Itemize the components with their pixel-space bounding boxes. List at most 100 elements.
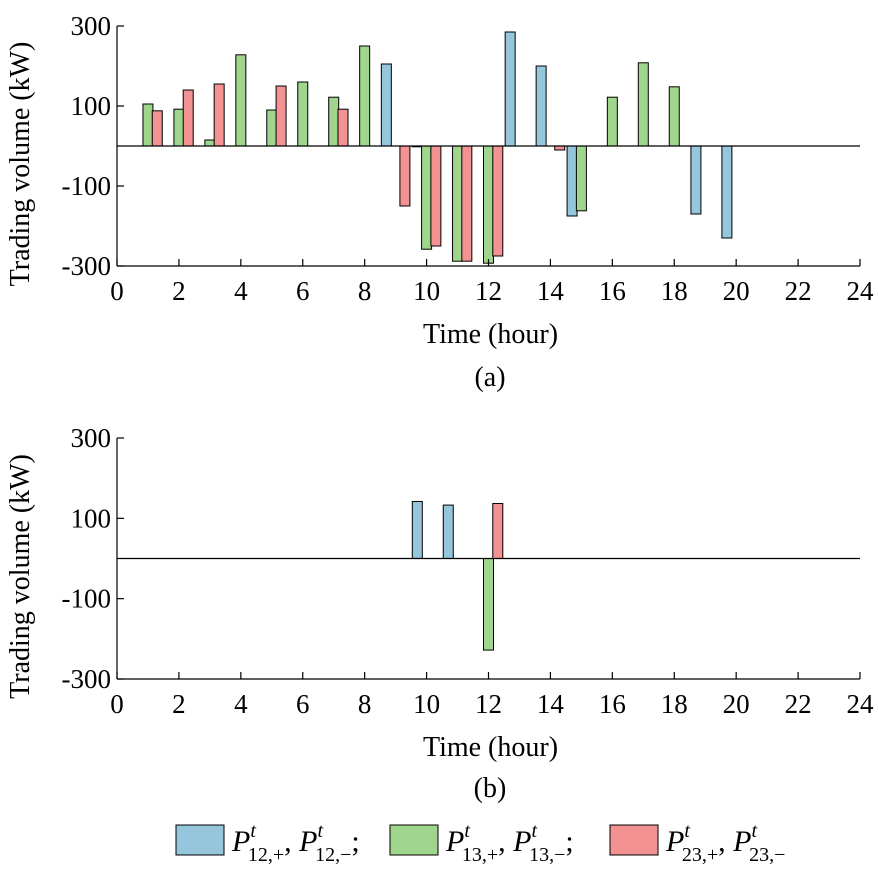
legend-label-sup2: t [532,820,538,842]
x-tick-label: 8 [358,276,372,306]
bar-s13-12 [606,96,618,147]
legend-label-tail: ; [351,825,359,858]
legend-label-sub1: 23,+ [682,844,718,866]
legend-label-sub2: 12,− [315,844,351,866]
bar-s13-5 [297,81,309,147]
legend-label-main1: P [231,825,250,858]
x-tick-label: 12 [475,276,502,306]
bar-s23-7 [461,145,473,262]
legend-label-main1: P [665,825,684,858]
bar-s23-0 [492,502,504,560]
legend-label-sub2: 13,− [529,844,565,866]
x-tick-label: 24 [847,276,875,306]
legend-label-sep: , [284,825,299,858]
bar-s13-8 [421,145,433,250]
y-tick-label: 100 [71,91,112,121]
legend-label: Pt 23,+, Pt 23,− [665,820,785,866]
x-tick-label: 18 [661,689,688,719]
y-tick-label: -100 [62,171,112,201]
x-tick-label: 0 [110,276,124,306]
legend-swatch [175,824,225,856]
y-axis-label: Trading volume (kW) [5,454,36,699]
bar-s23-1 [182,89,194,147]
x-tick-label: 2 [172,689,186,719]
x-tick-label: 10 [413,276,440,306]
bar-s23-9 [554,145,566,151]
x-axis-label: Time (hour) [423,732,558,763]
y-tick-label: 300 [71,11,112,41]
legend-item-s23: Pt 23,+, Pt 23,− [609,820,785,866]
bar-s13-14 [668,86,680,147]
bar-s13-0 [142,103,154,147]
x-tick-label: 12 [475,689,502,719]
bar-s13-11 [575,145,587,212]
legend-label-sup1: t [250,820,256,842]
legend: Pt 12,+, Pt 12,−; Pt 13,+, Pt 13,−; Pt 23,+, Pt… [175,820,785,866]
panel-a: 0 2 4 6 8 10 12 14 16 18 20 22 24300100-100-300Time … [5,11,874,393]
bar-s13-6 [328,96,340,147]
legend-item-s12: Pt 12,+, Pt 12,−; [175,820,360,866]
x-tick-label: 2 [172,276,186,306]
bar-s12-5 [690,145,702,215]
bar-s13-4 [266,109,278,147]
bar-s12-1 [442,504,454,560]
bar-s13-7 [359,45,371,147]
legend-label-sub1: 12,+ [248,844,284,866]
bar-s23-2 [213,83,225,147]
bar-s23-3 [275,85,287,147]
legend-label-sup1: t [464,820,470,842]
x-tick-label: 16 [599,689,626,719]
x-tick-label: 6 [296,276,310,306]
legend-label-tail: ; [565,825,573,858]
legend-swatch [609,824,659,856]
y-tick-label: -100 [62,584,112,614]
x-tick-label: 4 [234,276,248,306]
x-tick-label: 18 [661,276,688,306]
bar-s13-2 [204,139,216,147]
bar-s12-6 [721,145,733,239]
panel-caption: (b) [474,773,507,804]
x-tick-label: 4 [234,689,248,719]
bar-s12-0 [411,500,423,560]
y-tick-label: -300 [62,664,112,694]
x-tick-label: 6 [296,689,310,719]
x-tick-label: 22 [785,276,812,306]
bar-s13-1 [173,108,185,147]
bar-s23-6 [430,145,442,247]
y-tick-label: 100 [71,503,112,533]
bar-s23-4 [337,108,349,147]
panel-b: 0 2 4 6 8 10 12 14 16 18 20 22 24300100-100-300Time … [5,423,874,804]
x-tick-label: 24 [847,689,875,719]
legend-swatch [389,824,439,856]
legend-label-sup2: t [318,820,324,842]
bar-s23-5 [399,145,411,207]
bar-s13-3 [235,54,247,147]
legend-label-sub1: 13,+ [462,844,498,866]
bar-s12-0 [380,63,392,147]
x-tick-label: 22 [785,689,812,719]
legend-label-sub2: 23,− [749,844,785,866]
x-tick-label: 8 [358,689,372,719]
x-tick-label: 14 [537,689,565,719]
bar-s12-2 [504,31,516,147]
legend-label-main2: P [512,825,531,858]
x-tick-label: 10 [413,689,440,719]
legend-label-sep: , [718,825,733,858]
y-tick-label: 300 [71,423,112,453]
x-tick-label: 20 [723,276,750,306]
bar-s13-9 [452,145,464,262]
legend-label-sep: , [498,825,513,858]
x-tick-label: 16 [599,276,626,306]
bar-s23-0 [151,110,163,147]
x-tick-label: 20 [723,689,750,719]
legend-label: Pt 12,+, Pt 12,−; [231,820,360,866]
legend-label-main2: P [732,825,751,858]
y-axis-label: Trading volume (kW) [5,42,36,287]
x-tick-label: 0 [110,689,124,719]
legend-label-main1: P [445,825,464,858]
legend-label-sup2: t [752,820,758,842]
bar-s13-0 [483,558,494,651]
x-tick-label: 14 [537,276,565,306]
panel-caption: (a) [474,362,505,393]
